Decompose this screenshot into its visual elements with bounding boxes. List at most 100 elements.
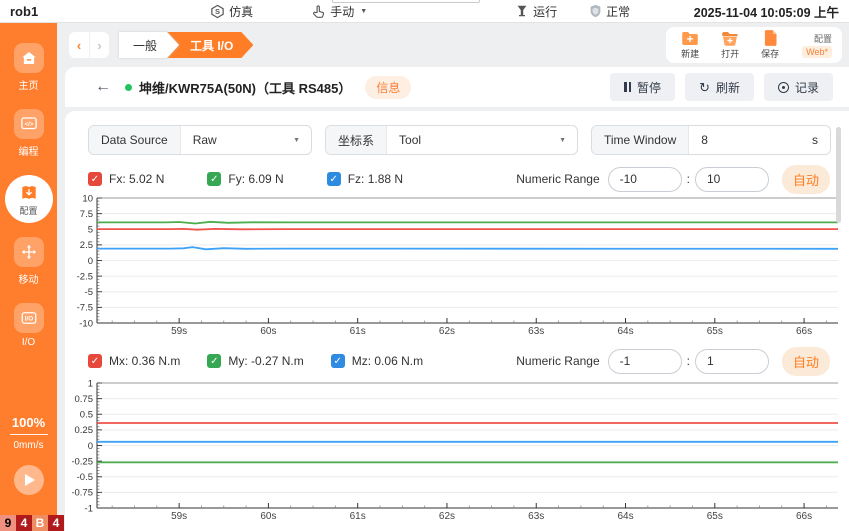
pause-icon (624, 82, 632, 92)
force-auto-button[interactable]: 自动 (781, 164, 830, 194)
force-range-min-input[interactable]: -10 (607, 166, 682, 192)
breadcrumb-tabs: 一般 工具 I/O (119, 32, 253, 58)
charts-panel: Data Source Raw ▼ 坐标系 Tool ▼ Time Window… (65, 111, 849, 531)
device-title: 坤维/KWR75A(50N)（工具 RS485） (139, 80, 352, 96)
info-badge[interactable]: 信息 (365, 75, 412, 99)
sidebar-item-config[interactable]: 配置 (4, 175, 53, 223)
legend-fx: ✓ Fx: 5.02 N (88, 172, 164, 186)
sidebar-item-program[interactable]: </> 编程 (13, 109, 44, 158)
torque-range-max-input[interactable]: 1 (694, 348, 769, 374)
legend-my: ✓ My: -0.27 N.m (207, 354, 304, 368)
speed-block: 100% 0mm/s (9, 415, 48, 531)
pause-button[interactable]: 暂停 (610, 73, 676, 101)
device-actions: 暂停 ↻ 刷新 记录 (610, 73, 833, 101)
time-window-value: 8 (701, 133, 708, 147)
simulation-icon: S (211, 4, 224, 18)
record-button[interactable]: 记录 (763, 73, 833, 101)
torque-auto-button[interactable]: 自动 (781, 346, 830, 376)
fx-checkbox[interactable]: ✓ (88, 172, 102, 186)
svg-text:64s: 64s (617, 511, 633, 522)
torque-range-min-input[interactable]: -1 (607, 348, 682, 374)
corner-badge: 4 (48, 515, 64, 531)
web-config-badge[interactable]: Web* (802, 46, 832, 58)
top-status-bar: rob1 S 仿真 手动 ▼ 运行 正常 2025-11-04 10:05:09… (0, 0, 849, 23)
svg-text:61s: 61s (350, 326, 366, 337)
refresh-button[interactable]: ↻ 刷新 (685, 73, 754, 101)
save-button[interactable]: 保存 (756, 30, 784, 60)
svg-text:10: 10 (82, 195, 93, 204)
mode-dropdown[interactable]: 手动 ▼ (311, 3, 367, 20)
chevron-down-icon: ▼ (559, 136, 566, 144)
svg-text:64s: 64s (617, 326, 633, 337)
history-arrows: ‹ › (69, 32, 109, 58)
vertical-scrollbar[interactable] (836, 127, 841, 223)
code-icon: </> (13, 109, 44, 139)
svg-text:63s: 63s (528, 326, 544, 337)
hand-icon (313, 4, 325, 18)
svg-text:62s: 62s (439, 326, 455, 337)
save-file-icon (764, 30, 777, 46)
svg-text:65s: 65s (707, 326, 723, 337)
sidebar-item-home[interactable]: 主页 (13, 43, 44, 92)
fz-checkbox[interactable]: ✓ (326, 172, 341, 186)
mz-checkbox[interactable]: ✓ (330, 354, 345, 368)
svg-text:-5: -5 (85, 287, 93, 298)
tab-tool-io[interactable]: 工具 I/O (166, 32, 253, 58)
data-source-select[interactable]: Data Source Raw ▼ (88, 125, 312, 155)
nav-forward-button[interactable]: › (89, 32, 109, 58)
device-header: ← 坤维/KWR75A(50N)（工具 RS485） 信息 暂停 ↻ 刷新 记录 (65, 67, 849, 107)
speed-percent[interactable]: 100% (11, 415, 46, 430)
torque-legend-row: ✓ Mx: 0.36 N.m ✓ My: -0.27 N.m ✓ Mz: 0.0… (88, 346, 830, 376)
controls-row: Data Source Raw ▼ 坐标系 Tool ▼ Time Window… (88, 125, 849, 155)
force-range-max-input[interactable]: 10 (694, 166, 769, 192)
nav-row: ‹ › 一般 工具 I/O 新建 打开 保存 (57, 23, 849, 67)
robot-name: rob1 (10, 3, 39, 19)
svg-text:I/O: I/O (24, 316, 33, 323)
svg-text:66s: 66s (796, 326, 812, 337)
svg-text:63s: 63s (528, 511, 544, 522)
frame-value: Tool (399, 133, 422, 147)
partial-popup (332, 0, 480, 3)
svg-text:0.25: 0.25 (75, 425, 94, 436)
svg-text:-1: -1 (85, 503, 93, 514)
simulation-indicator[interactable]: S 仿真 (210, 3, 253, 20)
svg-text:S: S (215, 7, 220, 16)
svg-text:</>: </> (24, 122, 33, 128)
shield-icon (590, 4, 601, 18)
back-arrow-icon[interactable]: ← (95, 78, 111, 95)
time-window-input[interactable]: Time Window 8 s (591, 125, 831, 155)
open-folder-icon (722, 31, 738, 46)
my-checkbox[interactable]: ✓ (207, 354, 222, 368)
tab-general[interactable]: 一般 (119, 32, 179, 58)
run-icon (517, 5, 527, 17)
new-button[interactable]: 新建 (676, 31, 704, 60)
home-icon (13, 43, 44, 73)
svg-text:0: 0 (88, 441, 93, 452)
mx-checkbox[interactable]: ✓ (88, 354, 102, 368)
svg-text:5: 5 (88, 225, 93, 236)
svg-text:7.5: 7.5 (80, 209, 93, 220)
svg-text:-10: -10 (79, 318, 93, 329)
svg-text:-7.5: -7.5 (77, 303, 93, 314)
chevron-down-icon: ▼ (293, 136, 300, 144)
config-label: 配置 (813, 34, 832, 44)
svg-text:60s: 60s (260, 326, 276, 337)
sidebar-item-move[interactable]: 移动 (13, 237, 44, 286)
sidebar-item-io[interactable]: I/O I/O (13, 303, 44, 348)
open-button[interactable]: 打开 (716, 31, 744, 60)
nav-back-button[interactable]: ‹ (76, 37, 82, 53)
play-button[interactable] (13, 465, 44, 495)
move-icon (13, 237, 44, 267)
torque-range-group: Numeric Range -1 : 1 自动 (516, 346, 830, 376)
corner-badge: 9 (0, 515, 16, 531)
connection-status-dot (125, 83, 132, 91)
svg-text:62s: 62s (439, 511, 455, 522)
fy-checkbox[interactable]: ✓ (207, 172, 222, 186)
coordinate-frame-select[interactable]: 坐标系 Tool ▼ (325, 125, 578, 155)
svg-text:0.5: 0.5 (80, 410, 93, 421)
svg-text:2.5: 2.5 (80, 240, 93, 251)
legend-mz: ✓ Mz: 0.06 N.m (330, 354, 423, 368)
speed-divider (9, 434, 48, 435)
svg-text:65s: 65s (707, 511, 723, 522)
